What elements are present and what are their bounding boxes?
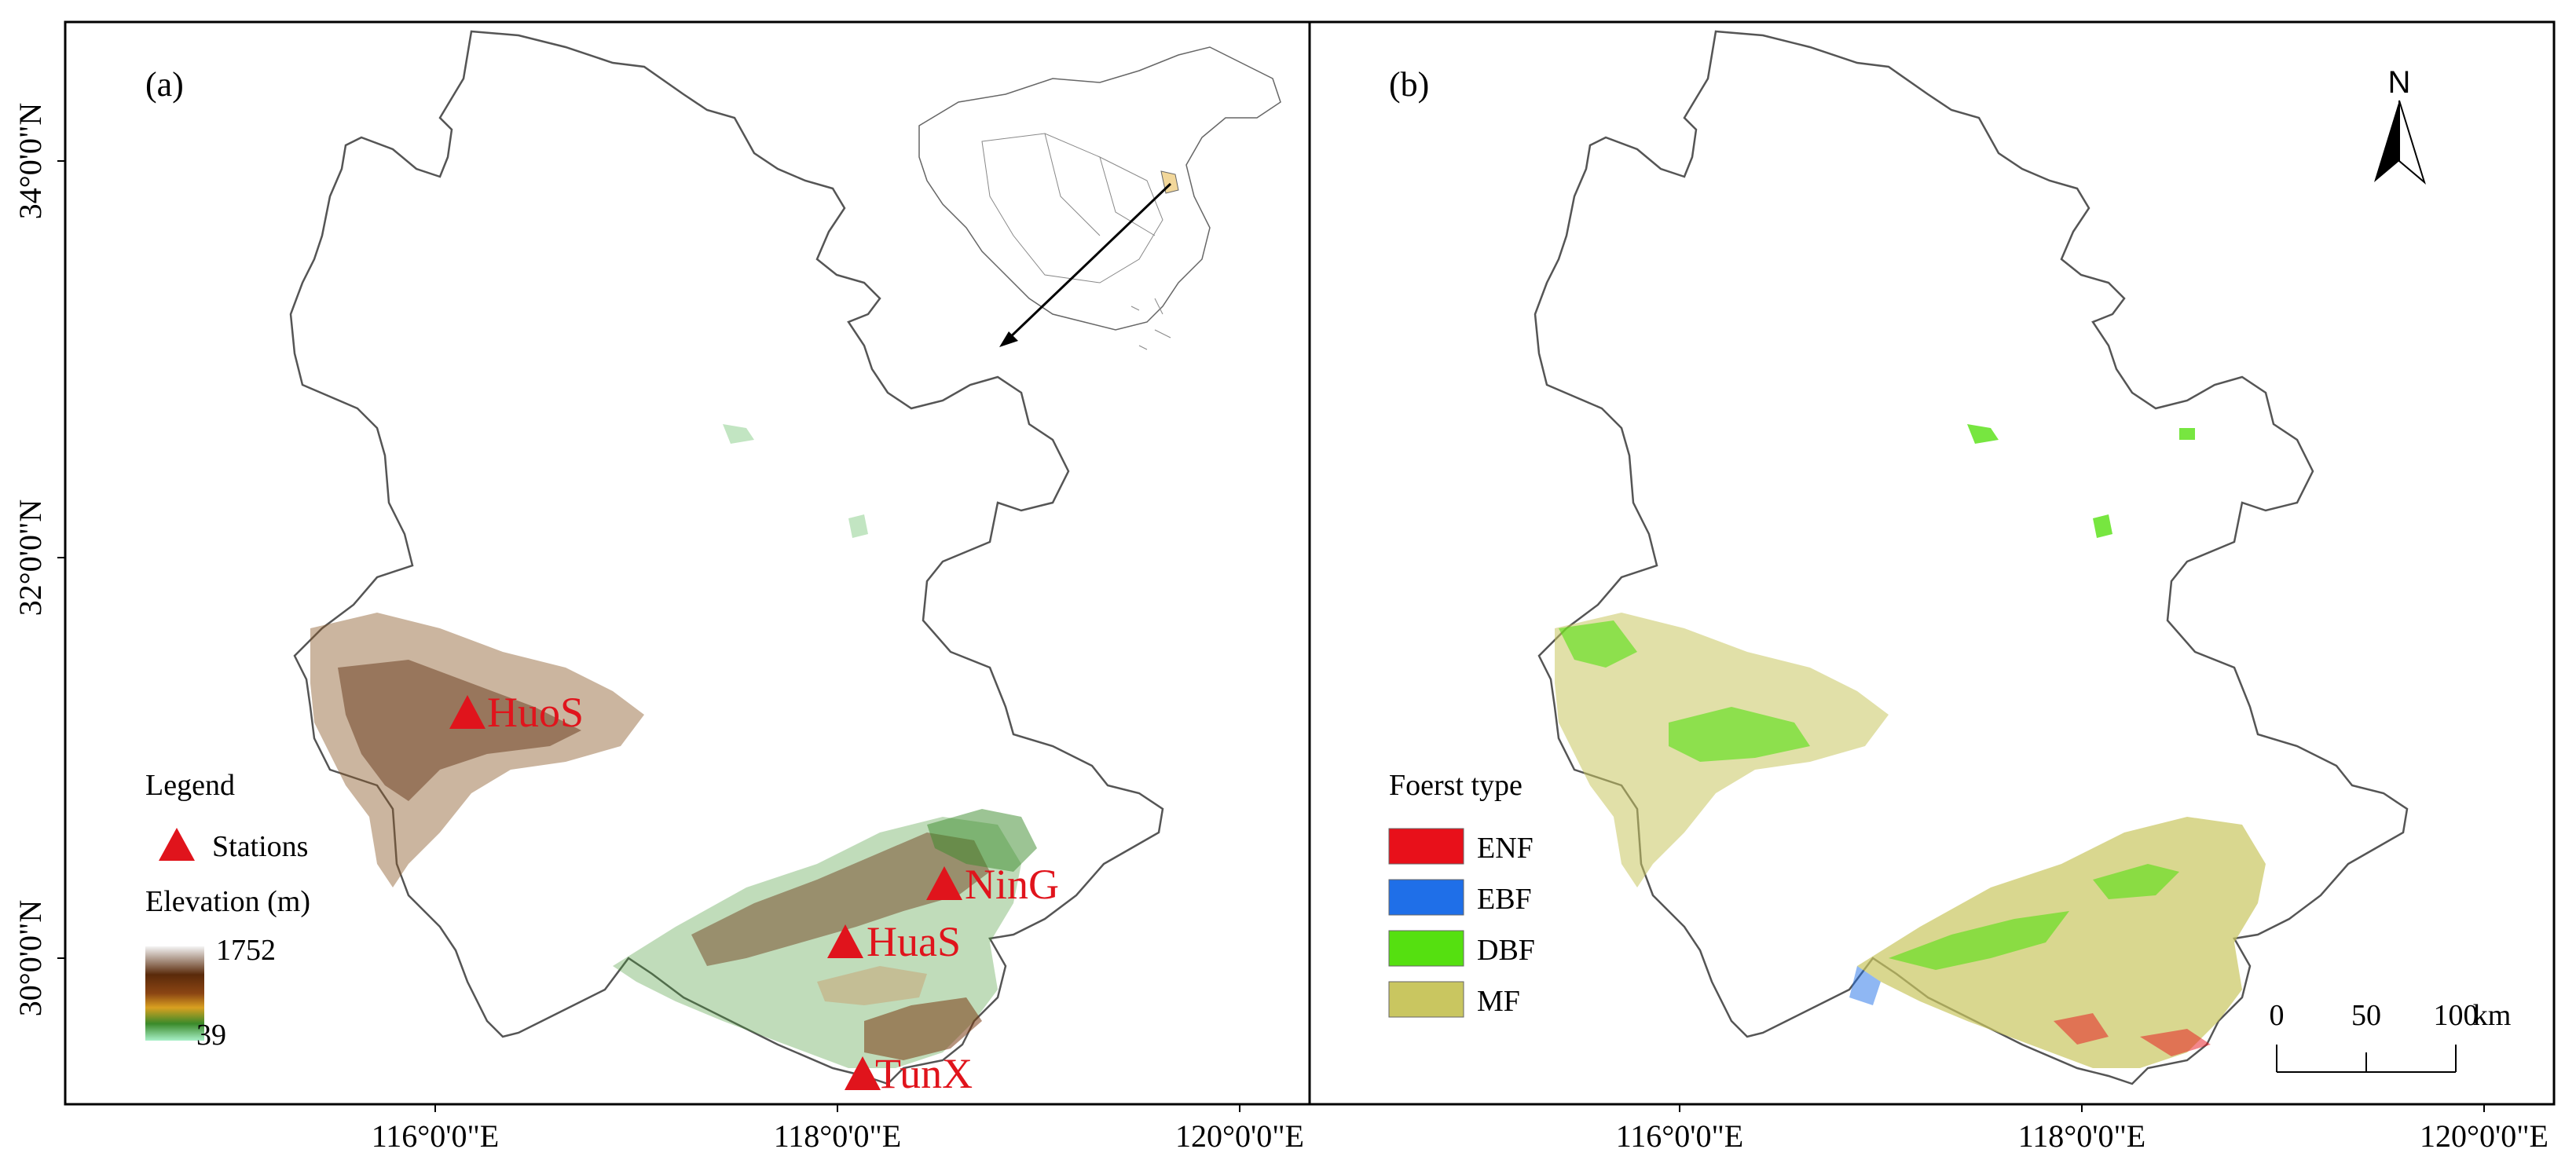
station-huos[interactable]: HuoS — [449, 689, 584, 736]
station-triangle-huos — [449, 695, 486, 729]
legend-swatch-dbf — [1388, 930, 1464, 967]
forest-type-raster — [1555, 424, 2266, 1068]
elevation-min: 39 — [196, 1019, 226, 1052]
elevation-colorbar — [145, 946, 204, 1041]
inset-arrow — [1006, 182, 1172, 342]
legend-station-symbol — [159, 828, 195, 861]
lon-ticks-a: 116°0'0"E 118°0'0"E 120°0'0"E — [372, 1104, 1304, 1154]
north-arrow: N — [2374, 65, 2426, 185]
lon-ticks-b: 116°0'0"E 118°0'0"E 120°0'0"E — [1616, 1104, 2549, 1154]
panel-b-label: (b) — [1389, 65, 1429, 104]
legend-item-dbf: DBF — [1388, 930, 1535, 967]
china-inset-map — [918, 46, 1281, 350]
lon-tick-118-a: 118°0'0"E — [774, 1118, 901, 1154]
legend-b-title: Foerst type — [1389, 769, 1523, 802]
north-arrow-icon — [2374, 101, 2399, 182]
station-label-huas: HuaS — [867, 918, 961, 965]
legend-item-ebf: EBF — [1388, 879, 1532, 916]
legend-a: Legend Stations Elevation (m) 1752 39 — [145, 769, 310, 1052]
legend-a-title: Legend — [145, 769, 235, 802]
legend-elevation-title: Elevation (m) — [145, 885, 310, 918]
lat-tick-30: 30°0'0"N — [13, 900, 48, 1016]
legend-station-label: Stations — [212, 830, 308, 863]
panel-b: (b) N — [1308, 20, 2556, 1154]
lat-ticks-a: 34°0'0"N 32°0'0"N 30°0'0"N — [13, 103, 65, 1016]
legend-label-dbf: DBF — [1477, 934, 1535, 967]
legend-swatch-ebf — [1388, 879, 1464, 916]
scale-tick-0: 0 — [2270, 999, 2285, 1032]
north-arrow-label: N — [2388, 65, 2411, 100]
station-label-tunx: TunX — [875, 1050, 973, 1097]
legend-swatch-enf — [1388, 828, 1464, 865]
legend-b: Foerst type ENF EBF DBF MF — [1388, 769, 1535, 1018]
station-label-huos: HuoS — [487, 689, 584, 736]
lon-tick-118-b: 118°0'0"E — [2018, 1118, 2145, 1154]
lon-tick-116-a: 116°0'0"E — [372, 1118, 499, 1154]
scale-unit: km — [2473, 999, 2512, 1032]
elevation-max: 1752 — [216, 934, 276, 967]
stations: HuoS NinG HuaS TunX — [449, 689, 1059, 1097]
lon-tick-116-b: 116°0'0"E — [1616, 1118, 1743, 1154]
legend-item-mf: MF — [1388, 981, 1520, 1018]
panel-a: (a) 3 — [13, 20, 1311, 1154]
station-triangle-huas — [827, 924, 863, 958]
scale-tick-50: 50 — [2351, 999, 2381, 1032]
station-huas[interactable]: HuaS — [827, 918, 961, 965]
station-ning[interactable]: NinG — [926, 861, 1059, 908]
station-triangle-ning — [926, 866, 962, 900]
legend-swatch-mf — [1388, 981, 1464, 1018]
station-triangle-tunx — [845, 1056, 881, 1090]
legend-label-mf: MF — [1477, 985, 1520, 1018]
panel-a-label: (a) — [145, 65, 184, 104]
lon-tick-120-b: 120°0'0"E — [2420, 1118, 2549, 1154]
legend-label-enf: ENF — [1477, 832, 1534, 865]
elevation-raster — [310, 424, 1037, 1068]
lat-tick-32: 32°0'0"N — [13, 500, 48, 616]
scale-tick-100: 100 — [2434, 999, 2479, 1032]
station-tunx[interactable]: TunX — [845, 1050, 973, 1097]
lon-tick-120-a: 120°0'0"E — [1175, 1118, 1304, 1154]
lat-tick-34: 34°0'0"N — [13, 103, 48, 219]
station-label-ning: NinG — [965, 861, 1059, 908]
legend-label-ebf: EBF — [1477, 883, 1532, 916]
scale-bar: 0 50 100 km — [2270, 999, 2512, 1073]
legend-item-enf: ENF — [1388, 828, 1534, 865]
panel-b-frame — [1308, 20, 2556, 1106]
